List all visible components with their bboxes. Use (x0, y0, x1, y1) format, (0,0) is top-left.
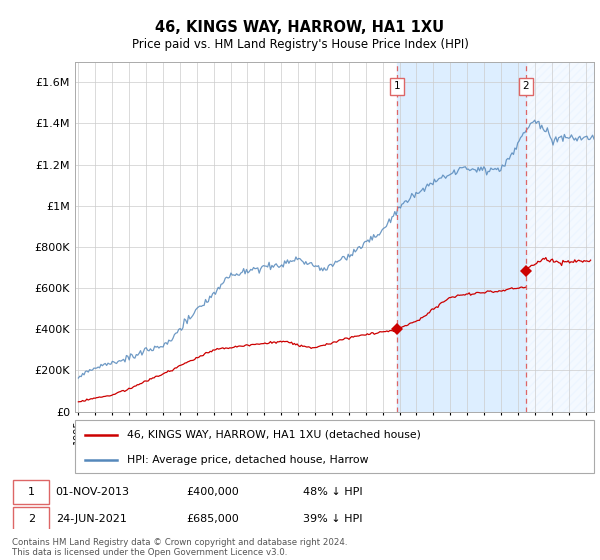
Text: 48% ↓ HPI: 48% ↓ HPI (303, 487, 362, 497)
FancyBboxPatch shape (13, 507, 49, 531)
FancyBboxPatch shape (13, 480, 49, 504)
Text: 1: 1 (394, 81, 400, 91)
Text: 46, KINGS WAY, HARROW, HA1 1XU (detached house): 46, KINGS WAY, HARROW, HA1 1XU (detached… (127, 430, 421, 440)
Bar (397, 62, 526, 412)
Text: HPI: Average price, detached house, Harrow: HPI: Average price, detached house, Harr… (127, 455, 368, 465)
Text: 01-NOV-2013: 01-NOV-2013 (56, 487, 130, 497)
Text: £685,000: £685,000 (187, 514, 239, 524)
Text: 39% ↓ HPI: 39% ↓ HPI (303, 514, 362, 524)
Text: Price paid vs. HM Land Registry's House Price Index (HPI): Price paid vs. HM Land Registry's House … (131, 38, 469, 51)
Text: £400,000: £400,000 (187, 487, 239, 497)
Bar (526, 62, 594, 412)
Text: 2: 2 (523, 81, 529, 91)
Text: Contains HM Land Registry data © Crown copyright and database right 2024.
This d: Contains HM Land Registry data © Crown c… (12, 538, 347, 557)
Text: 46, KINGS WAY, HARROW, HA1 1XU: 46, KINGS WAY, HARROW, HA1 1XU (155, 20, 445, 35)
Text: 2: 2 (28, 514, 35, 524)
Text: 1: 1 (28, 487, 35, 497)
Text: 24-JUN-2021: 24-JUN-2021 (56, 514, 127, 524)
